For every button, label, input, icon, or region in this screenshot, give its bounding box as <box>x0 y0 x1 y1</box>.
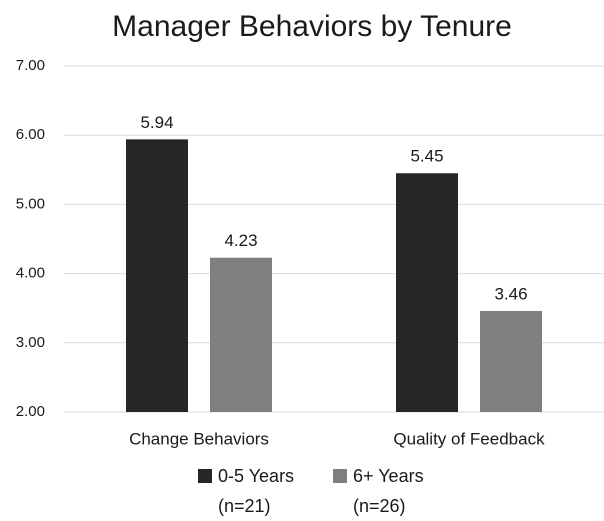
bar <box>126 139 188 413</box>
bar <box>480 310 542 412</box>
data-label: 5.45 <box>410 147 443 166</box>
data-label: 3.46 <box>494 284 527 303</box>
y-tick-label: 6.00 <box>16 126 45 143</box>
legend-label: 6+ Years (n=26) <box>353 466 424 516</box>
y-tick-label: 5.00 <box>16 195 45 212</box>
data-label: 4.23 <box>224 231 257 250</box>
y-tick-label: 4.00 <box>16 265 45 282</box>
y-tick-label: 2.00 <box>16 403 45 420</box>
legend-swatch <box>333 469 347 483</box>
x-tick-label: Change Behaviors <box>129 429 269 448</box>
data-label: 5.94 <box>140 113 173 132</box>
x-tick-label: Quality of Feedback <box>393 429 545 448</box>
legend-label: 0-5 Years (n=21) <box>218 466 295 516</box>
y-tick-label: 3.00 <box>16 334 45 351</box>
chart-title: Manager Behaviors by Tenure <box>112 10 512 43</box>
y-tick-label: 7.00 <box>16 57 45 74</box>
legend-swatch <box>198 469 212 483</box>
bar <box>210 257 272 412</box>
bar <box>396 173 458 412</box>
